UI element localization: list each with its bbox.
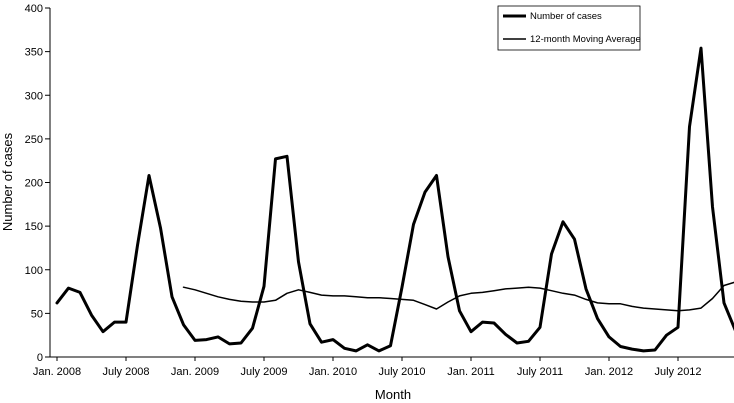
- y-tick-label: 50: [31, 308, 43, 320]
- y-tick-label: 100: [25, 265, 43, 277]
- x-tick-label: July 2010: [378, 366, 425, 378]
- legend-label-cases: Number of cases: [530, 11, 602, 22]
- y-axis-title: Number of cases: [0, 132, 15, 231]
- series-layer: [55, 46, 734, 353]
- legend-label-moving-average: 12-month Moving Average: [530, 34, 641, 45]
- y-tick-label: 300: [25, 90, 43, 102]
- series-line-cases: [55, 46, 734, 353]
- y-tick-label: 0: [37, 352, 43, 364]
- x-tick-label: July 2011: [517, 366, 563, 378]
- legend: Number of cases 12-month Moving Average: [497, 5, 641, 51]
- legend-box: [497, 5, 641, 51]
- series-line-moving-average: [182, 281, 734, 312]
- x-tick-label: Jan. 2012: [585, 366, 633, 378]
- x-tick-label: Jan. 2009: [171, 366, 219, 378]
- y-tick-label: 350: [25, 47, 43, 59]
- x-axis: Jan. 2008 July 2008 Jan. 2009 July 2009 Jan.…: [33, 356, 734, 378]
- x-tick-label: July 2009: [240, 366, 287, 378]
- y-axis: 0 50 100 150 200 250 300 350 400: [25, 3, 51, 364]
- y-tick-label: 200: [25, 178, 43, 190]
- x-tick-label: July 2008: [102, 366, 149, 378]
- x-tick-label: Jan. 2010: [309, 366, 357, 378]
- y-tick-label: 400: [25, 3, 43, 15]
- y-tick-label: 250: [25, 134, 43, 146]
- x-tick-label: Jan. 2011: [447, 366, 495, 378]
- x-tick-label: Jan. 2008: [33, 366, 81, 378]
- y-tick-label: 150: [25, 221, 43, 233]
- x-axis-title: Month: [375, 387, 411, 402]
- x-tick-label: July 2012: [654, 366, 701, 378]
